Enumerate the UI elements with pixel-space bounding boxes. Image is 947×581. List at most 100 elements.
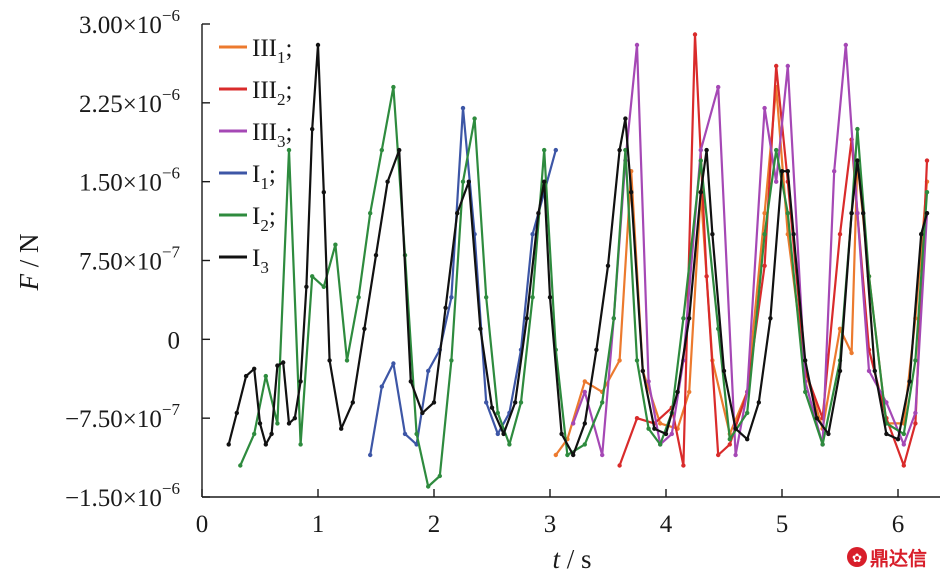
series-point — [837, 326, 843, 331]
series-point — [687, 316, 692, 321]
legend-entry-name: III — [252, 77, 277, 104]
y-tick-label-exponent: −7 — [162, 243, 181, 262]
series-point — [669, 431, 674, 437]
legend-entry: III1; — [252, 35, 292, 67]
x-tick-label: 2 — [428, 511, 441, 538]
series-point — [368, 452, 373, 458]
series-point — [884, 431, 889, 437]
series-point — [762, 105, 767, 111]
axis-title-unit: N — [14, 233, 44, 253]
series-point — [310, 274, 315, 279]
series-point — [252, 366, 257, 371]
seal-logo-glyph: ✿ — [852, 551, 862, 565]
series-point — [658, 442, 663, 447]
series-point — [495, 431, 500, 437]
y-ticks: −1.50×10−6−7.50×10−707.50×10−71.50×10−62… — [65, 6, 210, 512]
series-point — [333, 242, 338, 247]
x-ticks: 0 1 2 3 4 5 6 — [196, 489, 905, 538]
series-line — [227, 43, 929, 457]
series-point — [507, 442, 512, 447]
series-point — [501, 431, 506, 437]
series-point — [762, 232, 767, 237]
series-point — [315, 42, 321, 48]
series-point — [257, 421, 263, 426]
y-tick-label-exponent: −6 — [162, 479, 180, 498]
y-tick-label-mantissa: 2.25×10 — [79, 91, 162, 118]
y-axis-title: F / N — [14, 233, 44, 291]
legend-entry-suffix: ; — [269, 161, 276, 188]
series-point — [571, 452, 576, 458]
series-point — [855, 158, 860, 163]
series-point — [837, 232, 843, 237]
series-point — [571, 421, 576, 426]
series-point — [368, 211, 373, 216]
series-point — [803, 358, 808, 363]
series-point — [814, 416, 819, 421]
series-point — [478, 326, 483, 331]
axis-titles: t / s F / N — [14, 233, 592, 574]
series-point — [426, 368, 431, 374]
legend-entry-subscript: 3 — [260, 258, 269, 277]
series-point — [582, 389, 587, 395]
legend-entry-name: I — [252, 245, 260, 272]
series-point — [843, 42, 848, 48]
series-point — [820, 442, 825, 447]
series-point — [919, 232, 924, 237]
series-point — [884, 400, 889, 405]
series-point — [513, 400, 518, 405]
series-point — [408, 379, 413, 384]
series-point — [275, 421, 280, 426]
series-point — [849, 211, 854, 216]
x-tick-label: 6 — [892, 511, 905, 538]
series-point — [582, 421, 587, 426]
series-3 — [571, 42, 930, 458]
series-point — [339, 426, 344, 431]
axis-title-unit: s — [581, 544, 592, 574]
series-point — [704, 274, 709, 279]
legend-entry: I2; — [252, 203, 276, 235]
series-point — [710, 232, 715, 237]
series-point — [745, 410, 750, 416]
series-point — [634, 358, 640, 363]
y-tick-label-exponent: −6 — [162, 6, 180, 25]
legend-entry-subscript: 2 — [260, 216, 269, 235]
series-point — [727, 442, 732, 447]
series-point — [733, 426, 738, 431]
series-point — [263, 442, 268, 447]
series-point — [542, 179, 547, 184]
series-point — [234, 410, 239, 416]
axis-title-separator: / — [14, 253, 44, 274]
series-point — [238, 463, 243, 468]
series-point — [832, 169, 837, 174]
series-point — [837, 368, 843, 374]
series-point — [861, 211, 866, 216]
series-point — [321, 284, 326, 289]
series-point — [426, 484, 431, 489]
series-point — [275, 363, 280, 368]
series-point — [518, 400, 524, 405]
series-point — [542, 147, 547, 153]
y-tick-label: 2.25×10−6 — [79, 85, 180, 118]
legend-entry-suffix: ; — [285, 119, 292, 146]
series-point — [895, 437, 901, 442]
series-point — [600, 452, 605, 458]
x-tick-label: 1 — [312, 511, 325, 538]
series-point — [658, 421, 663, 426]
series-point — [762, 263, 767, 268]
series-point — [901, 431, 906, 437]
series-point — [698, 158, 703, 163]
series-point — [646, 426, 651, 431]
series-point — [913, 421, 918, 426]
legend-entry-name: I — [252, 161, 260, 188]
series-point — [791, 232, 796, 237]
series-6 — [226, 42, 930, 458]
legend-entry-name: I — [252, 203, 260, 230]
y-tick-label: −1.50×10−6 — [65, 479, 180, 512]
series-point — [698, 190, 703, 195]
series-point — [484, 295, 489, 300]
series-point — [460, 105, 466, 111]
series-point — [327, 358, 332, 363]
series-point — [524, 316, 529, 321]
series-point — [298, 379, 303, 384]
y-tick-label-mantissa: 1.50×10 — [79, 170, 162, 197]
